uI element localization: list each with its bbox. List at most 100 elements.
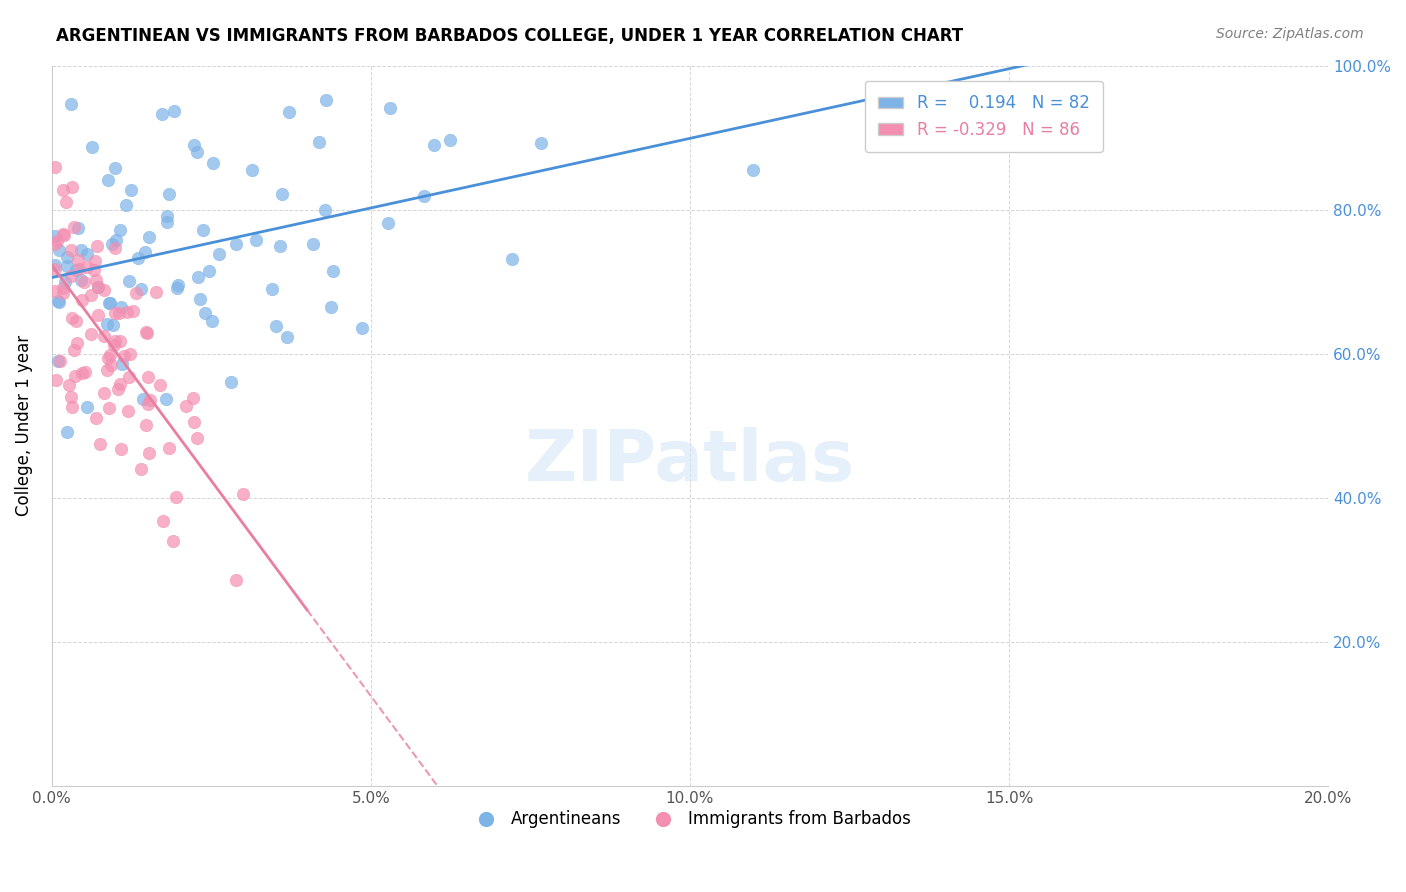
Point bbox=[188, 292, 211, 306]
Point bbox=[162, 533, 184, 548]
Point bbox=[65, 262, 87, 277]
Point bbox=[183, 415, 205, 429]
Point bbox=[384, 44, 406, 58]
Point bbox=[183, 138, 205, 153]
Point bbox=[93, 283, 115, 297]
Point bbox=[129, 282, 152, 296]
Point bbox=[127, 251, 149, 265]
Point bbox=[422, 137, 444, 152]
Point bbox=[377, 216, 399, 230]
Point bbox=[276, 330, 298, 344]
Point bbox=[136, 326, 159, 340]
Point bbox=[183, 391, 205, 405]
Point bbox=[98, 348, 121, 362]
Point bbox=[84, 254, 107, 268]
Point bbox=[97, 351, 120, 365]
Point bbox=[378, 102, 401, 116]
Point bbox=[167, 277, 190, 292]
Point bbox=[44, 237, 66, 252]
Point bbox=[501, 252, 523, 266]
Point bbox=[197, 264, 219, 278]
Point bbox=[45, 373, 67, 387]
Point bbox=[301, 237, 323, 252]
Point bbox=[60, 311, 83, 326]
Point bbox=[112, 349, 135, 363]
Point bbox=[107, 383, 129, 397]
Point bbox=[136, 397, 159, 411]
Point bbox=[165, 490, 187, 504]
Legend: Argentineans, Immigrants from Barbados: Argentineans, Immigrants from Barbados bbox=[463, 804, 918, 835]
Point bbox=[98, 296, 121, 310]
Point bbox=[76, 247, 98, 261]
Point bbox=[69, 244, 91, 258]
Point bbox=[117, 404, 139, 418]
Point bbox=[80, 326, 103, 341]
Point bbox=[55, 425, 77, 439]
Point bbox=[129, 462, 152, 476]
Point bbox=[118, 274, 141, 288]
Point bbox=[240, 163, 263, 178]
Point bbox=[118, 369, 141, 384]
Point bbox=[104, 241, 127, 255]
Point bbox=[155, 392, 177, 407]
Point bbox=[270, 187, 292, 202]
Point bbox=[84, 273, 107, 287]
Point bbox=[110, 301, 132, 315]
Point bbox=[111, 357, 134, 371]
Point bbox=[44, 284, 66, 298]
Point bbox=[65, 314, 87, 328]
Point bbox=[103, 161, 125, 175]
Point bbox=[136, 370, 159, 384]
Point bbox=[44, 258, 66, 272]
Point bbox=[60, 180, 83, 194]
Point bbox=[439, 133, 461, 147]
Point bbox=[152, 514, 174, 528]
Point bbox=[319, 300, 342, 314]
Point bbox=[66, 220, 89, 235]
Point bbox=[80, 287, 103, 301]
Point bbox=[44, 229, 66, 244]
Point bbox=[56, 250, 79, 264]
Point bbox=[93, 386, 115, 401]
Point bbox=[52, 227, 75, 242]
Point bbox=[103, 337, 125, 351]
Point bbox=[157, 187, 180, 202]
Point bbox=[145, 285, 167, 300]
Point bbox=[46, 234, 69, 248]
Point bbox=[201, 314, 224, 328]
Point bbox=[110, 442, 132, 456]
Point bbox=[108, 222, 131, 236]
Point bbox=[530, 136, 553, 150]
Point bbox=[46, 293, 69, 308]
Point bbox=[225, 573, 247, 587]
Point bbox=[100, 358, 122, 372]
Point bbox=[70, 366, 93, 380]
Point bbox=[322, 264, 344, 278]
Point bbox=[191, 223, 214, 237]
Point bbox=[121, 303, 143, 318]
Point bbox=[83, 263, 105, 277]
Point bbox=[60, 97, 83, 112]
Point bbox=[67, 261, 90, 276]
Point bbox=[135, 417, 157, 432]
Point bbox=[76, 401, 98, 415]
Point bbox=[96, 317, 118, 331]
Point bbox=[155, 215, 177, 229]
Point bbox=[53, 275, 76, 289]
Point bbox=[104, 334, 127, 348]
Point bbox=[110, 334, 132, 348]
Point bbox=[62, 343, 84, 358]
Point bbox=[138, 230, 160, 244]
Point bbox=[98, 401, 121, 415]
Point bbox=[58, 377, 80, 392]
Point bbox=[264, 319, 287, 334]
Point bbox=[86, 239, 108, 253]
Point bbox=[82, 140, 104, 154]
Point bbox=[89, 437, 111, 451]
Point bbox=[108, 306, 131, 320]
Point bbox=[76, 260, 98, 274]
Point bbox=[194, 306, 217, 320]
Text: ZIPatlas: ZIPatlas bbox=[524, 427, 855, 496]
Point bbox=[70, 293, 93, 307]
Point bbox=[138, 446, 160, 460]
